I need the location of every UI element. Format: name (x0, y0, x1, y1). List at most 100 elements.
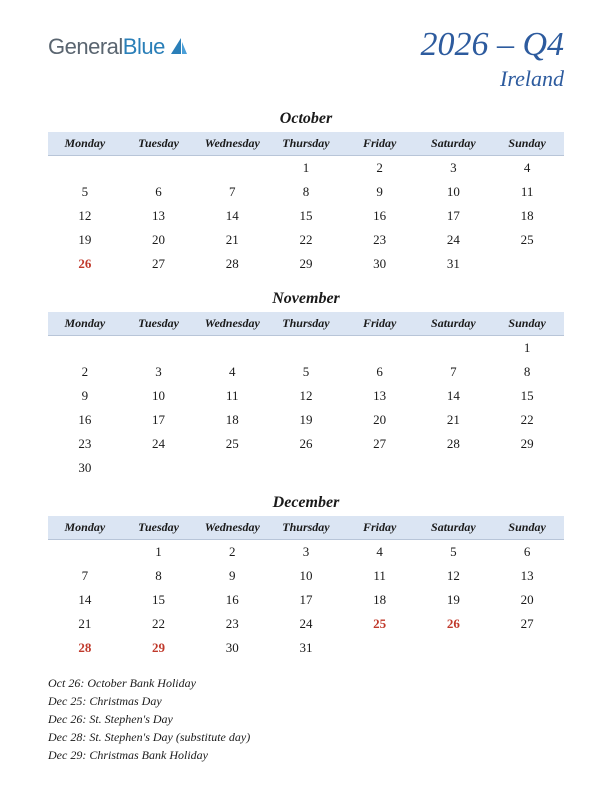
day-cell: 18 (490, 204, 564, 228)
day-cell: 28 (417, 432, 491, 456)
month-block: December MondayTuesdayWednesdayThursdayFr… (48, 494, 564, 660)
day-cell (48, 336, 122, 361)
day-cell: 31 (417, 252, 491, 276)
day-cell: 12 (269, 384, 343, 408)
day-cell: 17 (417, 204, 491, 228)
day-cell: 4 (343, 540, 417, 565)
day-cell: 17 (269, 588, 343, 612)
day-header: Thursday (269, 132, 343, 156)
holiday-line: Oct 26: October Bank Holiday (48, 674, 564, 692)
day-cell: 15 (269, 204, 343, 228)
quarter-title: 2026 – Q4 (420, 28, 564, 62)
day-cell: 14 (417, 384, 491, 408)
logo-text-blue: Blue (123, 34, 165, 59)
logo: GeneralBlue (48, 28, 189, 60)
day-cell: 6 (343, 360, 417, 384)
day-cell (490, 252, 564, 276)
day-cell: 26 (48, 252, 122, 276)
day-header: Sunday (490, 132, 564, 156)
day-cell: 25 (343, 612, 417, 636)
calendar-table: MondayTuesdayWednesdayThursdayFridaySatu… (48, 132, 564, 276)
day-cell: 24 (269, 612, 343, 636)
day-header: Saturday (417, 312, 491, 336)
day-header: Wednesday (195, 312, 269, 336)
day-cell: 20 (490, 588, 564, 612)
title-block: 2026 – Q4 Ireland (420, 28, 564, 92)
day-cell: 9 (343, 180, 417, 204)
day-header: Wednesday (195, 516, 269, 540)
day-cell: 11 (490, 180, 564, 204)
day-header: Saturday (417, 132, 491, 156)
day-cell (417, 336, 491, 361)
day-cell: 5 (48, 180, 122, 204)
day-header: Sunday (490, 516, 564, 540)
day-cell (417, 636, 491, 660)
calendars-container: OctoberMondayTuesdayWednesdayThursdayFri… (48, 110, 564, 660)
calendar-table: MondayTuesdayWednesdayThursdayFridaySatu… (48, 516, 564, 660)
day-cell (122, 456, 196, 480)
day-header: Tuesday (122, 312, 196, 336)
day-cell: 4 (490, 156, 564, 181)
day-cell: 23 (343, 228, 417, 252)
day-cell: 30 (195, 636, 269, 660)
day-cell: 30 (343, 252, 417, 276)
day-cell: 16 (343, 204, 417, 228)
holiday-line: Dec 25: Christmas Day (48, 692, 564, 710)
day-cell (195, 336, 269, 361)
day-cell: 12 (417, 564, 491, 588)
day-cell: 21 (48, 612, 122, 636)
month-name: November (48, 290, 564, 308)
day-header: Friday (343, 312, 417, 336)
day-cell (490, 456, 564, 480)
day-cell: 12 (48, 204, 122, 228)
day-cell: 27 (122, 252, 196, 276)
day-cell: 27 (343, 432, 417, 456)
day-cell: 7 (48, 564, 122, 588)
day-header: Sunday (490, 312, 564, 336)
holiday-line: Dec 26: St. Stephen's Day (48, 710, 564, 728)
day-cell: 18 (343, 588, 417, 612)
day-cell (195, 456, 269, 480)
day-cell: 19 (417, 588, 491, 612)
day-cell: 2 (343, 156, 417, 181)
month-name: December (48, 494, 564, 512)
day-cell (343, 456, 417, 480)
day-cell: 14 (195, 204, 269, 228)
day-cell: 4 (195, 360, 269, 384)
day-cell: 2 (48, 360, 122, 384)
day-cell (269, 336, 343, 361)
day-header: Monday (48, 132, 122, 156)
holiday-line: Dec 28: St. Stephen's Day (substitute da… (48, 728, 564, 746)
day-cell: 29 (269, 252, 343, 276)
day-cell: 20 (122, 228, 196, 252)
day-cell (122, 336, 196, 361)
day-cell: 14 (48, 588, 122, 612)
day-cell: 19 (269, 408, 343, 432)
day-header: Friday (343, 516, 417, 540)
month-block: October MondayTuesdayWednesdayThursdayFri… (48, 110, 564, 276)
day-cell: 16 (48, 408, 122, 432)
day-header: Friday (343, 132, 417, 156)
day-cell: 7 (417, 360, 491, 384)
day-cell: 13 (122, 204, 196, 228)
day-cell: 25 (490, 228, 564, 252)
day-cell: 25 (195, 432, 269, 456)
day-cell (48, 156, 122, 181)
day-cell: 22 (122, 612, 196, 636)
day-cell: 17 (122, 408, 196, 432)
day-cell: 28 (195, 252, 269, 276)
day-cell: 1 (269, 156, 343, 181)
day-cell: 21 (417, 408, 491, 432)
month-name: October (48, 110, 564, 128)
calendar-table: MondayTuesdayWednesdayThursdayFridaySatu… (48, 312, 564, 480)
day-cell: 7 (195, 180, 269, 204)
day-header: Tuesday (122, 516, 196, 540)
day-cell: 10 (417, 180, 491, 204)
day-cell (122, 156, 196, 181)
day-cell: 8 (122, 564, 196, 588)
day-cell: 13 (343, 384, 417, 408)
day-cell: 30 (48, 456, 122, 480)
day-cell (343, 336, 417, 361)
day-cell: 23 (48, 432, 122, 456)
day-cell: 18 (195, 408, 269, 432)
